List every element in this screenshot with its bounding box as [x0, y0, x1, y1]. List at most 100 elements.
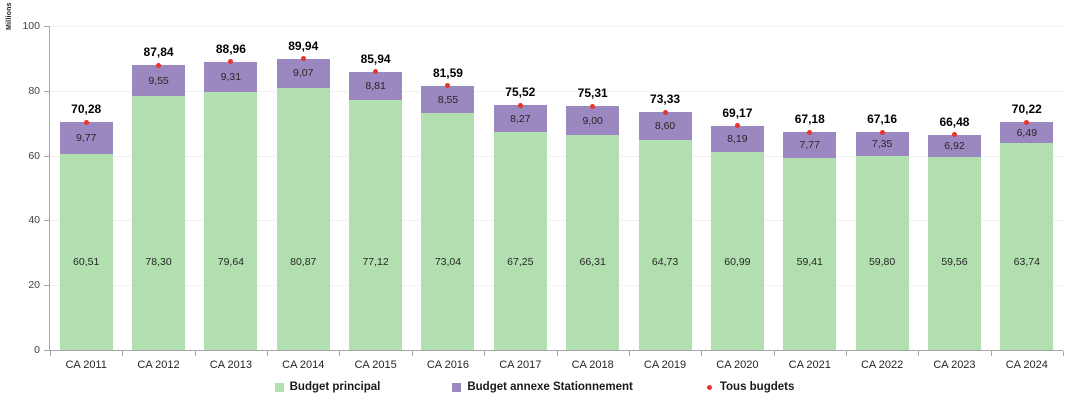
bar-segment-budget-principal[interactable]: 80,87 [276, 87, 330, 350]
total-marker-dot [300, 56, 306, 62]
bar-segment-value: 59,41 [796, 256, 823, 268]
bar-group[interactable]: 59,56 6,92 66,48 [927, 115, 981, 350]
bar-group[interactable]: 60,99 8,19 69,17 [710, 106, 764, 350]
legend-item[interactable]: Budget principal [274, 381, 381, 393]
bar-segment-budget-annexe[interactable]: 9,00 [566, 106, 620, 136]
y-axis-tick-mark [44, 350, 49, 351]
total-value-label: 66,48 [939, 114, 970, 129]
y-axis-tick-mark [44, 155, 49, 157]
bar-segment-budget-principal[interactable]: 59,56 [927, 157, 981, 350]
bar-segment-budget-principal[interactable]: 79,64 [204, 91, 258, 350]
bar-segment-budget-annexe[interactable]: 8,27 [493, 105, 547, 133]
bar-segment-budget-annexe[interactable]: 9,77 [59, 122, 113, 154]
y-axis-tick-label: 20 [28, 279, 40, 292]
bar-group[interactable]: 63,74 6,49 70,22 [1000, 102, 1054, 350]
bar-segment-budget-principal[interactable]: 73,04 [421, 113, 475, 350]
total-value-label: 67,18 [794, 112, 825, 127]
total-value-label: 75,31 [577, 86, 608, 100]
bar-segment-budget-principal[interactable]: 60,51 [59, 153, 113, 350]
x-axis-tick-label: CA 2022 [860, 359, 904, 371]
x-axis-tick-mark [556, 351, 558, 356]
bar-segment-value: 8,27 [510, 112, 531, 125]
bar-group[interactable]: 73,04 8,55 81,59 [421, 66, 475, 350]
bar-group[interactable]: 80,87 9,07 89,94 [276, 39, 330, 350]
bar-segment-budget-principal[interactable]: 67,25 [493, 132, 547, 350]
bar-segment-budget-annexe[interactable]: 9,07 [276, 58, 330, 88]
bar-segment-budget-annexe[interactable]: 7,35 [855, 132, 909, 157]
bar-segment-value: 8,55 [437, 93, 459, 106]
bar-segment-budget-annexe[interactable]: 8,60 [638, 112, 692, 141]
total-value-label: 85,94 [360, 51, 391, 66]
gridline [50, 220, 1063, 222]
total-value-label: 69,17 [722, 105, 753, 120]
x-axis-tick-label: CA 2016 [426, 359, 470, 371]
gridline [50, 26, 1063, 27]
bar-segment-value: 60,51 [73, 256, 100, 268]
total-value-label: 75,52 [505, 85, 536, 100]
bar-segment-value: 67,25 [507, 256, 534, 268]
bar-segment-budget-annexe[interactable]: 9,31 [204, 61, 258, 92]
legend-item[interactable]: Budget annexe Stationnement [452, 381, 633, 393]
x-axis-tick-label: CA 2017 [499, 359, 542, 371]
bar-segment-budget-principal[interactable]: 60,99 [710, 152, 764, 350]
bar-segment-value: 63,74 [1013, 256, 1040, 268]
total-marker-dot [83, 119, 89, 125]
bar-group[interactable]: 59,41 7,77 67,18 [783, 112, 837, 350]
total-marker-dot [517, 102, 523, 108]
legend-item-label: Budget annexe Stationnement [467, 381, 633, 393]
bar-segment-value: 77,12 [362, 256, 389, 268]
bar-segment-budget-principal[interactable]: 64,73 [638, 140, 692, 350]
bar-group[interactable]: 64,73 8,60 73,33 [638, 92, 692, 350]
bar-group[interactable]: 79,64 9,31 88,96 [204, 42, 258, 350]
x-axis-tick-mark [773, 351, 775, 356]
x-axis-tick-label: CA 2023 [933, 359, 976, 371]
x-axis-tick-label: CA 2019 [643, 359, 687, 371]
bar-group[interactable]: 67,25 8,27 75,52 [493, 85, 547, 350]
bar-group[interactable]: 77,12 8,81 85,94 [349, 52, 403, 350]
bar-group[interactable]: 66,31 9,00 75,31 [566, 86, 620, 350]
bar-segment-budget-annexe[interactable]: 8,19 [710, 125, 764, 153]
bar-segment-budget-annexe[interactable]: 8,81 [349, 71, 403, 101]
x-axis-tick-mark [990, 351, 992, 356]
x-axis-tick-mark [194, 351, 196, 356]
bar-segment-value: 9,00 [582, 114, 603, 127]
bar-segment-budget-annexe[interactable]: 8,55 [421, 85, 475, 114]
total-marker-dot [156, 62, 162, 68]
total-value-label: 67,16 [867, 112, 898, 127]
bar-group[interactable]: 59,80 7,35 67,16 [855, 112, 909, 350]
bar-segment-budget-principal[interactable]: 78,30 [132, 96, 186, 350]
bar-segment-value: 9,55 [148, 74, 169, 87]
bar-group[interactable]: 60,51 9,77 70,28 [59, 102, 113, 350]
bar-segment-value: 9,07 [293, 67, 314, 80]
x-axis-tick-mark [122, 351, 124, 356]
legend-item-label: Budget principal [289, 381, 381, 393]
total-value-label: 70,28 [71, 102, 102, 117]
bar-segment-budget-annexe[interactable]: 6,92 [927, 134, 981, 158]
bar-segment-value: 8,60 [654, 120, 676, 133]
gridline [50, 285, 1063, 287]
x-axis-tick-mark [411, 351, 413, 356]
legend-item[interactable]: Tous bugdets [705, 381, 795, 393]
total-marker-dot [879, 129, 885, 135]
bar-segment-budget-annexe[interactable]: 7,77 [783, 132, 837, 158]
plot-area: 60,51 9,77 70,28 78,30 9,55 87,84 79,64 9,31 88,… [50, 26, 1063, 350]
x-axis-tick-mark [701, 351, 703, 356]
bar-segment-budget-annexe[interactable]: 6,49 [1000, 122, 1054, 144]
bar-segment-budget-principal[interactable]: 77,12 [349, 100, 403, 350]
bar-segment-value: 73,04 [434, 256, 462, 268]
bar-segment-budget-annexe[interactable]: 9,55 [132, 65, 186, 97]
x-axis-tick-mark [267, 351, 269, 356]
bar-segment-value: 7,35 [871, 138, 893, 151]
total-value-label: 73,33 [650, 92, 681, 107]
legend-swatch-icon [452, 382, 462, 392]
x-axis-tick-mark [628, 351, 630, 356]
bar-segment-budget-principal[interactable]: 66,31 [566, 135, 620, 350]
bar-segment-budget-principal[interactable]: 59,80 [855, 156, 909, 350]
x-axis-tick-mark [50, 351, 51, 356]
bar-group[interactable]: 78,30 9,55 87,84 [132, 45, 186, 350]
bar-segment-budget-principal[interactable]: 63,74 [1000, 143, 1054, 350]
legend-item-label: Tous bugdets [719, 381, 795, 393]
total-marker-dot [445, 83, 451, 89]
bar-segment-budget-principal[interactable]: 59,41 [783, 157, 837, 350]
bar-segment-value: 60,99 [724, 256, 751, 268]
